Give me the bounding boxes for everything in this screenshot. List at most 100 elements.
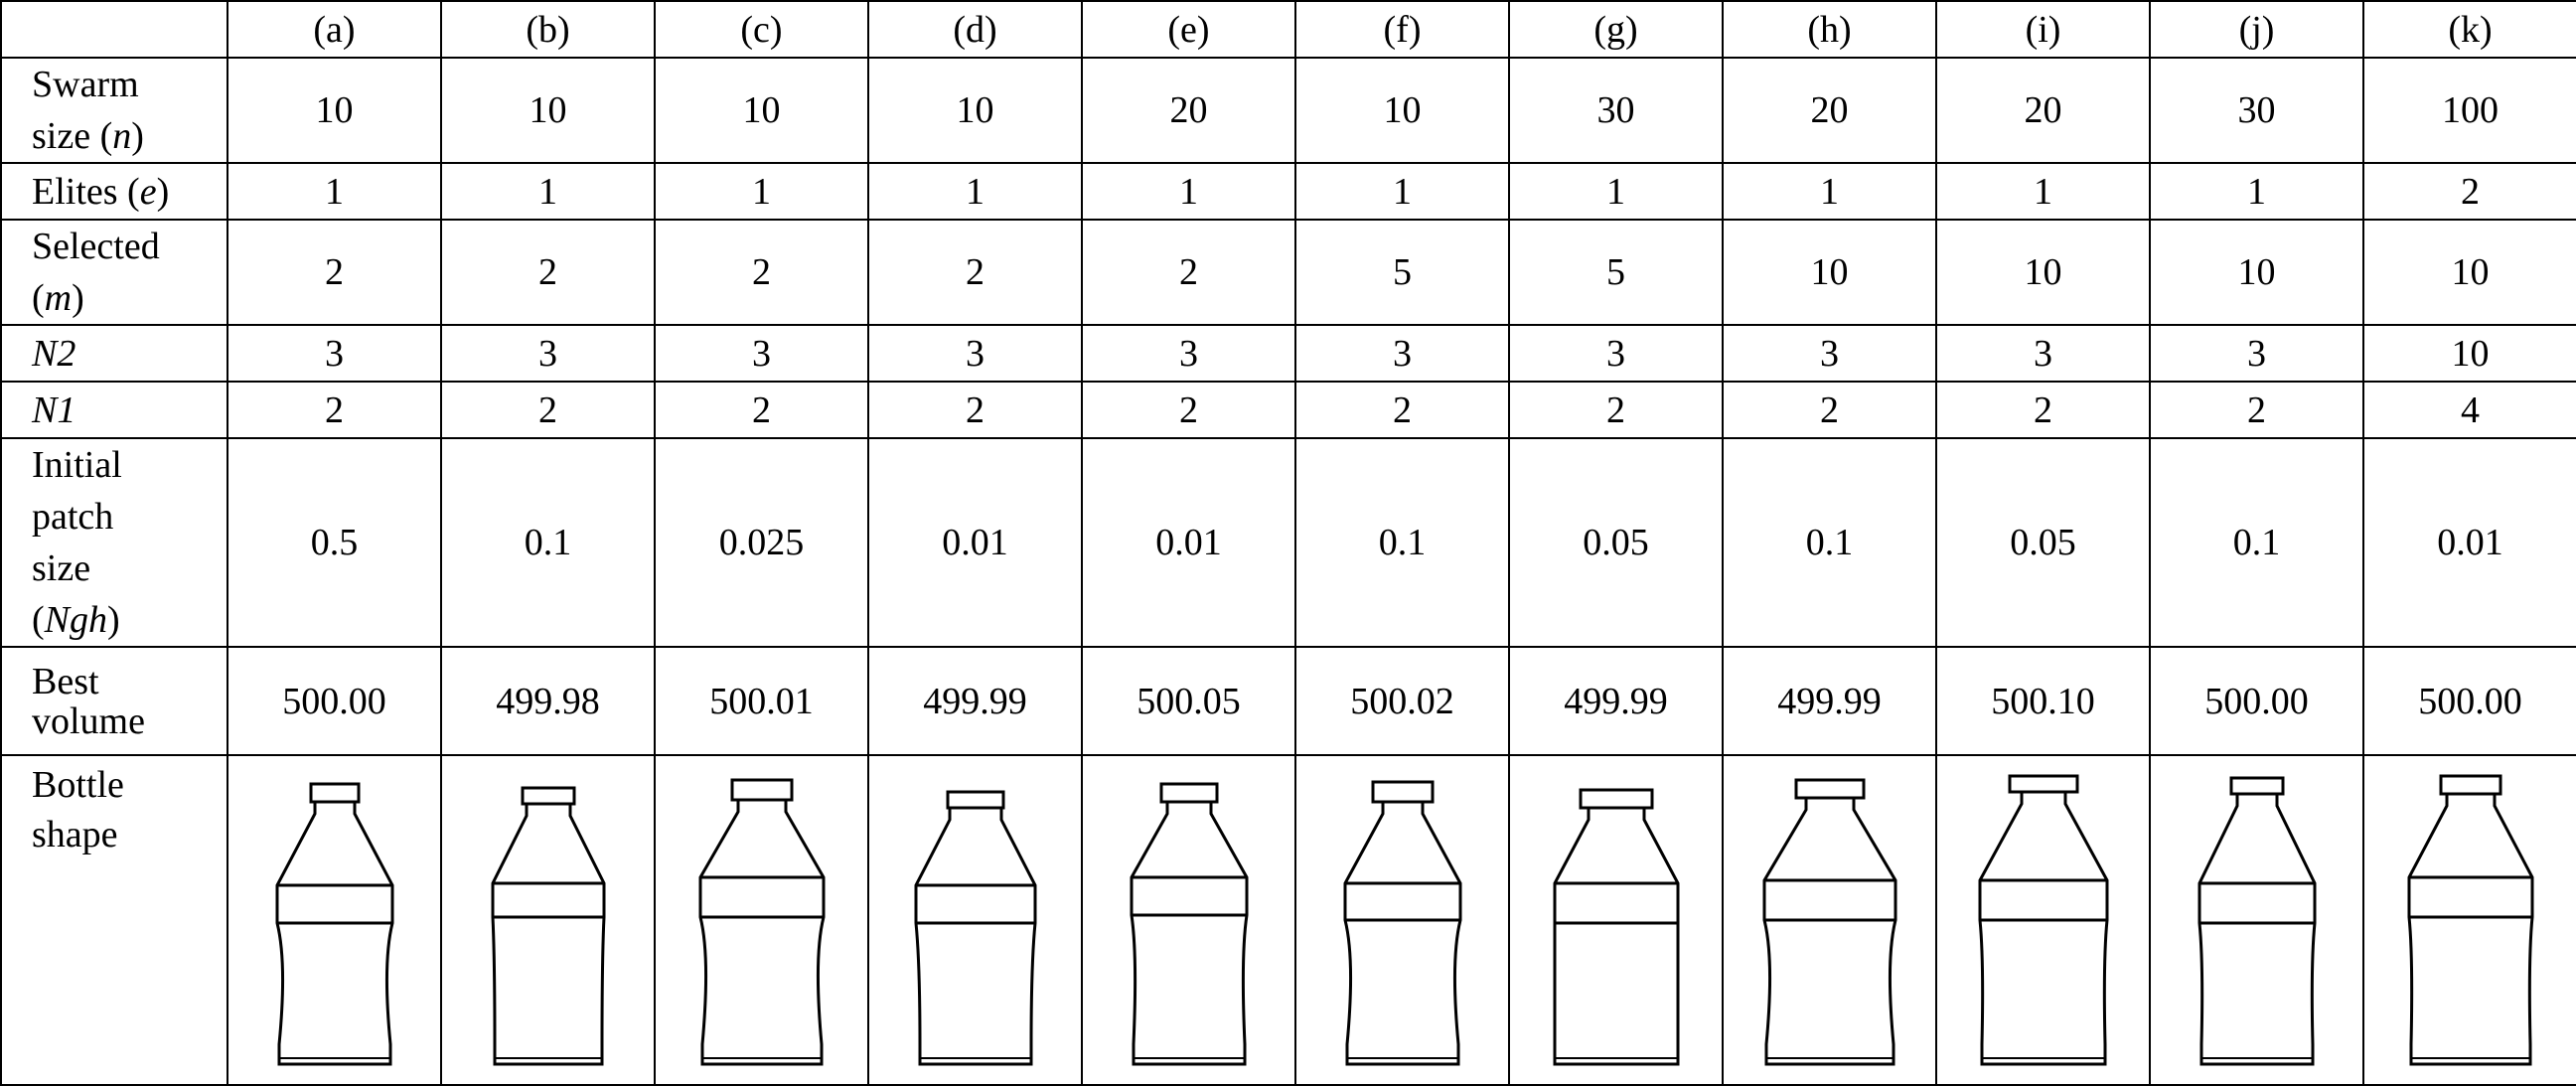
bottle-shape-cell bbox=[227, 754, 442, 1086]
bottle-cap bbox=[2229, 776, 2284, 796]
bottle-cap bbox=[1159, 782, 1218, 804]
cell-value: 1 bbox=[1935, 162, 2151, 221]
cell-value: 1 bbox=[1722, 162, 1937, 221]
bottle-cap bbox=[730, 778, 793, 802]
cell-value: 2 bbox=[1294, 381, 1510, 439]
bottle-shape-cell bbox=[1508, 754, 1724, 1086]
cell-value: 2 bbox=[867, 219, 1083, 326]
bottle-outline-icon bbox=[1553, 788, 1679, 1066]
selected-row: Selected (m) 2 2 2 2 2 5 5 10 10 10 10 bbox=[0, 219, 2576, 326]
cell-value: 0.1 bbox=[440, 437, 656, 648]
row-label-bottle-shape: Bottle shape bbox=[0, 754, 228, 1086]
cell-value: 499.98 bbox=[440, 646, 656, 756]
bottle-shape-cell bbox=[440, 754, 656, 1086]
cell-value: 5 bbox=[1508, 219, 1724, 326]
cell-value: 2 bbox=[654, 219, 869, 326]
bottle-shape-cell bbox=[1722, 754, 1937, 1086]
row-label-best-volume: Best volume bbox=[0, 646, 228, 756]
cell-value: 10 bbox=[2362, 324, 2576, 383]
cell-value: 0.1 bbox=[2149, 437, 2364, 648]
bottle-outline-icon bbox=[2197, 776, 2316, 1066]
cell-value: 10 bbox=[867, 57, 1083, 164]
bottle-body bbox=[2407, 792, 2533, 1066]
elites-row: Elites (e) 1 1 1 1 1 1 1 1 1 1 2 bbox=[0, 162, 2576, 221]
cell-value: 3 bbox=[1508, 324, 1724, 383]
cell-value: 3 bbox=[440, 324, 656, 383]
bottle-body bbox=[914, 806, 1036, 1066]
cell-value: 1 bbox=[1508, 162, 1724, 221]
bottle-shape-cell bbox=[2149, 754, 2364, 1086]
cell-value: 10 bbox=[1722, 219, 1937, 326]
cell-value: 500.05 bbox=[1081, 646, 1296, 756]
cell-value: 0.1 bbox=[1294, 437, 1510, 648]
bottle-cap bbox=[1579, 788, 1653, 810]
corner-cell bbox=[0, 0, 228, 59]
cell-value: 10 bbox=[2362, 219, 2576, 326]
bottle-cap bbox=[1371, 780, 1434, 804]
bottle-body bbox=[698, 798, 825, 1066]
cell-value: 30 bbox=[1508, 57, 1724, 164]
cell-value: 2 bbox=[2149, 381, 2364, 439]
column-header: (j) bbox=[2149, 0, 2364, 59]
cell-value: 3 bbox=[1722, 324, 1937, 383]
bottle-body bbox=[2197, 792, 2316, 1066]
cell-value: 20 bbox=[1081, 57, 1296, 164]
cell-value: 3 bbox=[654, 324, 869, 383]
cell-value: 2 bbox=[227, 219, 442, 326]
cell-value: 0.01 bbox=[1081, 437, 1296, 648]
cell-value: 2 bbox=[1935, 381, 2151, 439]
column-header: (k) bbox=[2362, 0, 2576, 59]
bottle-body bbox=[1762, 796, 1896, 1066]
cell-value: 0.05 bbox=[1935, 437, 2151, 648]
bottle-body bbox=[491, 802, 605, 1066]
column-header: (f) bbox=[1294, 0, 1510, 59]
cell-value: 500.01 bbox=[654, 646, 869, 756]
bottle-outline-icon bbox=[1978, 774, 2108, 1066]
column-header: (i) bbox=[1935, 0, 2151, 59]
cell-value: 0.01 bbox=[867, 437, 1083, 648]
cell-value: 0.05 bbox=[1508, 437, 1724, 648]
bottle-cap bbox=[309, 782, 360, 804]
cell-value: 2 bbox=[1081, 381, 1296, 439]
cell-value: 0.1 bbox=[1722, 437, 1937, 648]
cell-value: 2 bbox=[867, 381, 1083, 439]
bottle-body bbox=[1130, 800, 1248, 1066]
column-header: (b) bbox=[440, 0, 656, 59]
cell-value: 0.01 bbox=[2362, 437, 2576, 648]
cell-value: 1 bbox=[440, 162, 656, 221]
header-row: (a) (b) (c) (d) (e) (f) (g) (h) (i) (j) … bbox=[0, 0, 2576, 59]
column-header: (h) bbox=[1722, 0, 1937, 59]
cell-value: 30 bbox=[2149, 57, 2364, 164]
cell-value: 10 bbox=[654, 57, 869, 164]
bottle-cap bbox=[946, 790, 1004, 810]
bottle-outline-icon bbox=[1130, 782, 1248, 1066]
bottle-shape-cell bbox=[1294, 754, 1510, 1086]
row-label-selected: Selected (m) bbox=[0, 219, 228, 326]
column-header: (g) bbox=[1508, 0, 1724, 59]
cell-value: 20 bbox=[1722, 57, 1937, 164]
column-header: (c) bbox=[654, 0, 869, 59]
bottle-cap bbox=[2439, 774, 2501, 796]
cell-value: 10 bbox=[227, 57, 442, 164]
cell-value: 10 bbox=[440, 57, 656, 164]
bottle-outline-icon bbox=[2407, 774, 2533, 1066]
n2-row: N2 3 3 3 3 3 3 3 3 3 3 10 bbox=[0, 324, 2576, 383]
bottle-shape-cell bbox=[867, 754, 1083, 1086]
row-label-n1: N1 bbox=[0, 381, 228, 439]
bottle-body bbox=[1343, 800, 1461, 1066]
bottle-shape-cell bbox=[654, 754, 869, 1086]
cell-value: 10 bbox=[1294, 57, 1510, 164]
cell-value: 2 bbox=[440, 219, 656, 326]
bottle-outline-icon bbox=[491, 786, 605, 1066]
cell-value: 2 bbox=[1722, 381, 1937, 439]
bottle-body bbox=[1978, 790, 2108, 1066]
cell-value: 20 bbox=[1935, 57, 2151, 164]
row-label-elites: Elites (e) bbox=[0, 162, 228, 221]
bottle-outline-icon bbox=[1343, 780, 1461, 1066]
bottle-shape-cell bbox=[1935, 754, 2151, 1086]
cell-value: 500.10 bbox=[1935, 646, 2151, 756]
bottle-body bbox=[275, 800, 393, 1066]
bottle-outline-icon bbox=[275, 782, 393, 1066]
column-header: (a) bbox=[227, 0, 442, 59]
